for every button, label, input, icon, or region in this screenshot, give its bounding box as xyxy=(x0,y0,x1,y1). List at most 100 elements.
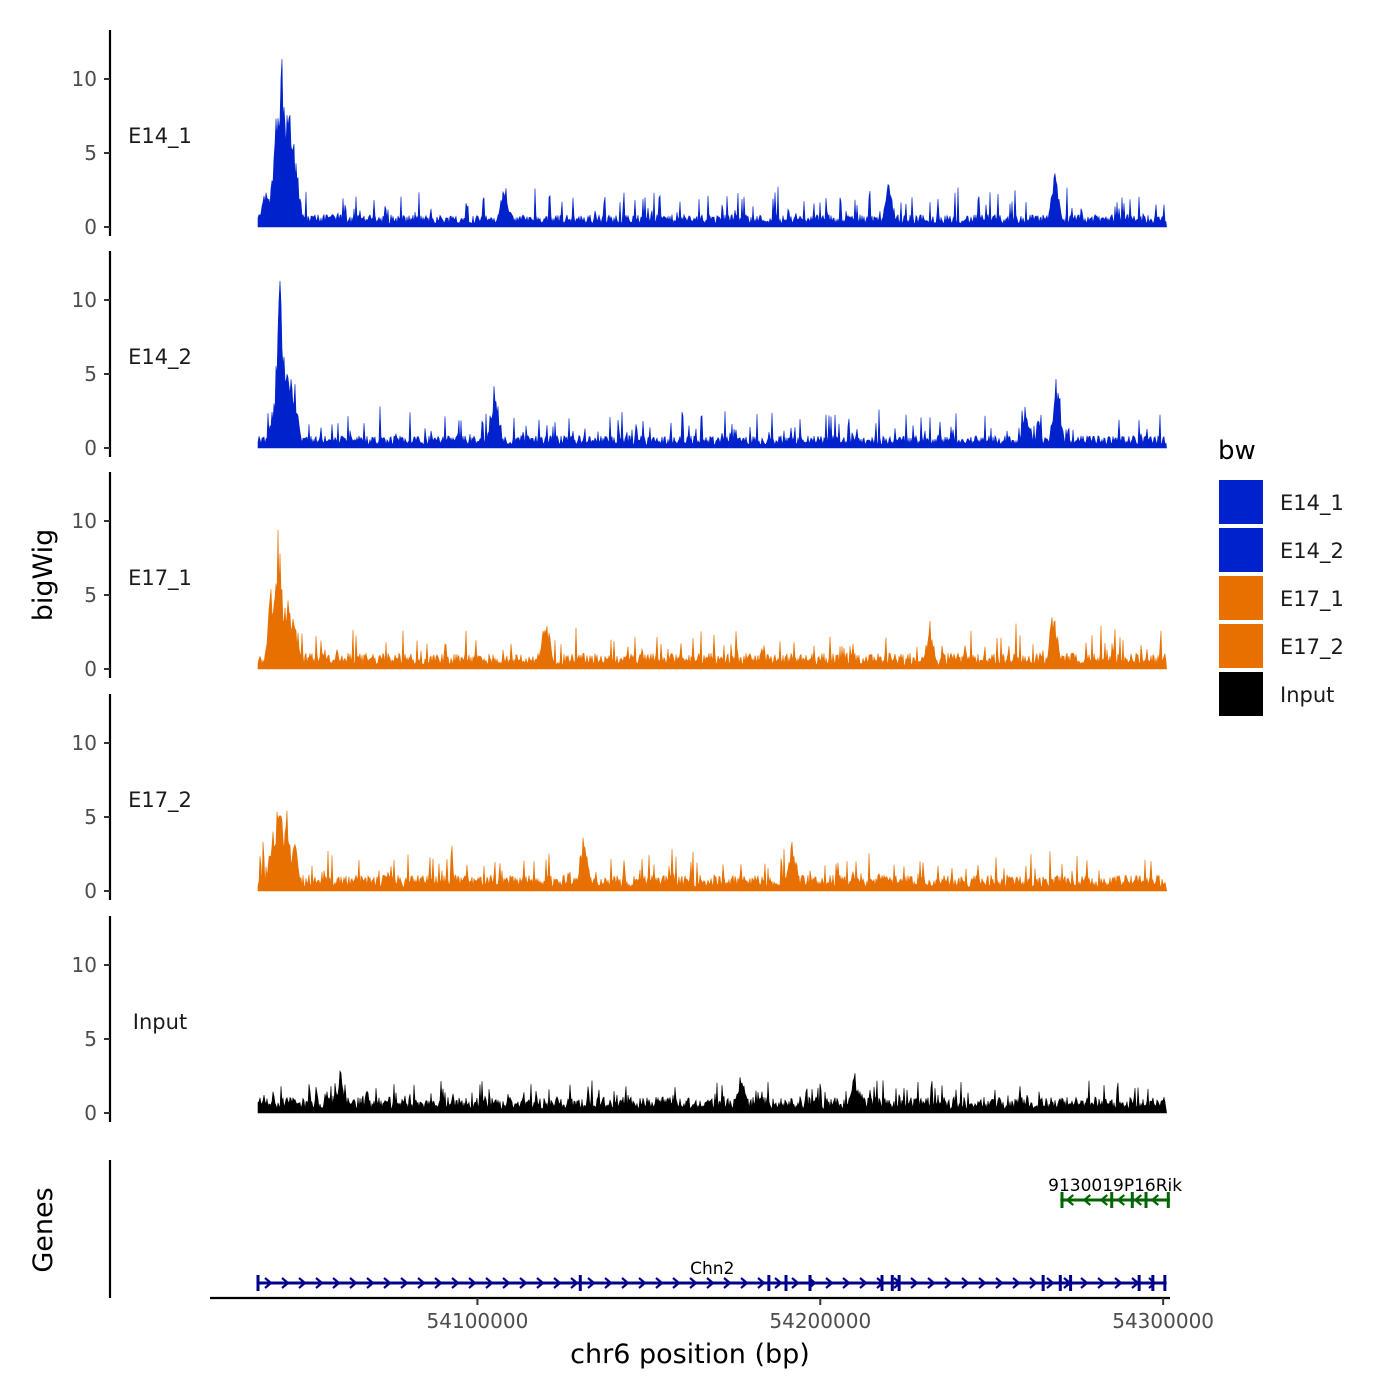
strand-arrow xyxy=(1133,1194,1142,1206)
strand-arrow xyxy=(298,1277,307,1289)
strand-arrow xyxy=(927,1277,936,1289)
x-tick-label: 54100000 xyxy=(427,1309,529,1333)
exon-mark xyxy=(1041,1275,1045,1291)
strand-arrow xyxy=(825,1277,834,1289)
exon-mark xyxy=(1151,1275,1155,1291)
exon-mark xyxy=(767,1275,771,1291)
legend-label-E17_2: E17_2 xyxy=(1280,635,1344,660)
legend-label-E14_2: E14_2 xyxy=(1280,539,1344,564)
track-E17_1: 0 5 10 E17_1 xyxy=(72,472,1167,681)
legend-swatch-E17_2 xyxy=(1219,624,1263,668)
gene-9130019P16Rik: 9130019P16Rik xyxy=(1048,1176,1182,1208)
y-tick-label: 10 xyxy=(72,731,97,755)
strand-arrow xyxy=(621,1277,630,1289)
strand-arrow xyxy=(417,1277,426,1289)
signal-area-Input xyxy=(257,1070,1167,1114)
strand-arrow xyxy=(264,1277,273,1289)
y-tick-label: 0 xyxy=(84,1101,97,1125)
strand-arrow xyxy=(570,1277,579,1289)
legend-swatch-E14_2 xyxy=(1219,528,1263,572)
strand-arrow xyxy=(1029,1277,1038,1289)
y-tick-label: 10 xyxy=(72,67,97,91)
strand-arrow xyxy=(604,1277,613,1289)
strand-arrow xyxy=(315,1277,324,1289)
y-tick-label: 5 xyxy=(84,805,97,829)
gene-track: Chn2 9130019P16Rik xyxy=(108,1160,1182,1298)
strand-arrow xyxy=(485,1277,494,1289)
exon-mark xyxy=(1166,1192,1170,1208)
strand-arrow xyxy=(1012,1277,1021,1289)
strand-arrow xyxy=(842,1277,851,1289)
strand-arrow xyxy=(910,1277,919,1289)
strand-arrow xyxy=(1097,1277,1106,1289)
strand-arrow xyxy=(1046,1277,1055,1289)
signal-area-E14_1 xyxy=(257,59,1167,228)
y-axis-title-genes: Genes xyxy=(28,1187,59,1272)
strand-arrow xyxy=(281,1277,290,1289)
gene-Chn2: Chn2 xyxy=(256,1259,1167,1291)
y-tick-label: 0 xyxy=(84,657,97,681)
track-E14_1: 0 5 10 E14_1 xyxy=(72,30,1167,239)
strand-arrow xyxy=(944,1277,953,1289)
exon-mark xyxy=(578,1275,582,1291)
legend-label-E14_1: E14_1 xyxy=(1280,491,1344,516)
y-tick-label: 5 xyxy=(84,141,97,165)
legend-label-E17_1: E17_1 xyxy=(1280,587,1344,612)
strand-arrow xyxy=(791,1277,800,1289)
strand-arrow xyxy=(1150,1194,1159,1206)
y-tick-label: 10 xyxy=(72,288,97,312)
strand-arrow xyxy=(468,1277,477,1289)
strand-arrow xyxy=(349,1277,358,1289)
strand-arrow xyxy=(366,1277,375,1289)
exon-mark xyxy=(784,1275,788,1291)
exon-mark xyxy=(1163,1275,1167,1291)
y-axis-title-bigwig: bigWig xyxy=(28,529,59,622)
x-axis: 54100000 54200000 54300000 xyxy=(210,1296,1214,1333)
strand-arrow xyxy=(536,1277,545,1289)
strand-arrow xyxy=(961,1277,970,1289)
exon-mark xyxy=(1144,1192,1148,1208)
strand-arrow xyxy=(451,1277,460,1289)
y-tick-label: 0 xyxy=(84,436,97,460)
strand-arrow xyxy=(774,1277,783,1289)
strand-arrow xyxy=(638,1277,647,1289)
y-tick-label: 5 xyxy=(84,583,97,607)
strand-arrow xyxy=(332,1277,341,1289)
strand-arrow xyxy=(1148,1277,1157,1289)
exon-mark xyxy=(1058,1275,1062,1291)
y-tick-label: 5 xyxy=(84,1027,97,1051)
exon-mark xyxy=(1060,1192,1064,1208)
strand-arrow xyxy=(689,1277,698,1289)
strand-arrow xyxy=(400,1277,409,1289)
strand-arrow xyxy=(1082,1194,1091,1206)
gene-label: 9130019P16Rik xyxy=(1048,1176,1182,1196)
strand-arrow xyxy=(553,1277,562,1289)
strand-arrow xyxy=(1080,1277,1089,1289)
strand-arrow xyxy=(706,1277,715,1289)
strand-arrow xyxy=(1099,1194,1108,1206)
strand-arrow xyxy=(383,1277,392,1289)
y-tick-label: 10 xyxy=(72,509,97,533)
legend: bw E14_1 E14_2 E17_1 E17_2 Input xyxy=(1218,436,1344,716)
x-axis-title: chr6 position (bp) xyxy=(570,1339,810,1370)
exon-mark xyxy=(808,1275,812,1291)
track-E14_2: 0 5 10 E14_2 xyxy=(72,251,1167,460)
y-tick-label: 5 xyxy=(84,362,97,386)
legend-swatch-E14_1 xyxy=(1219,480,1263,524)
exon-mark xyxy=(897,1275,901,1291)
track-label: E14_1 xyxy=(128,124,192,149)
exon-mark xyxy=(1137,1275,1141,1291)
signal-area-E17_1 xyxy=(257,529,1167,670)
x-tick-label: 54300000 xyxy=(1112,1309,1214,1333)
exon-mark xyxy=(1069,1275,1073,1291)
strand-arrow xyxy=(859,1277,868,1289)
exon-mark xyxy=(256,1275,260,1291)
track-Input: 0 5 10 Input xyxy=(72,916,1167,1125)
strand-arrow xyxy=(757,1277,766,1289)
strand-arrow xyxy=(587,1277,596,1289)
exon-mark xyxy=(1130,1192,1134,1208)
strand-arrow xyxy=(1116,1194,1125,1206)
x-tick-label: 54200000 xyxy=(769,1309,871,1333)
track-label: E17_2 xyxy=(128,788,192,813)
legend-title: bw xyxy=(1218,436,1256,466)
